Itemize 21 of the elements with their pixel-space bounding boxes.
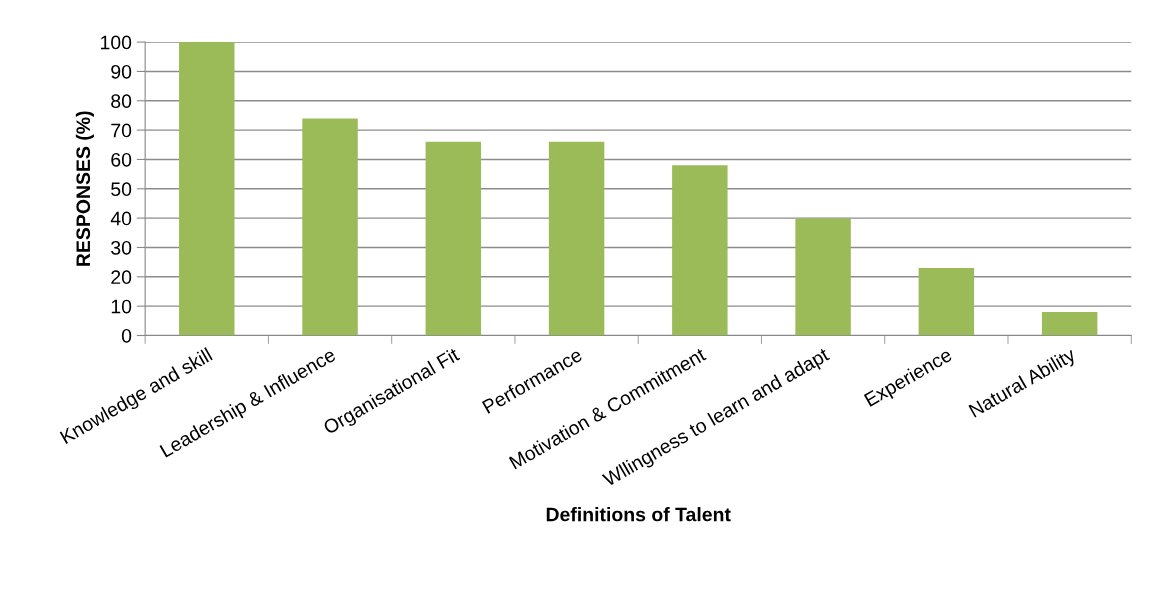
y-tick-label: 90 — [111, 64, 132, 79]
y-tick-label: 60 — [111, 152, 132, 167]
bar — [672, 165, 728, 336]
bar — [548, 141, 605, 336]
y-tick-label: 80 — [111, 94, 132, 109]
y-tick-label: 0 — [121, 328, 132, 343]
bar — [302, 118, 358, 336]
y-tick-label: 40 — [110, 211, 132, 226]
y-tick-label: 100 — [101, 35, 132, 50]
bar — [179, 42, 235, 336]
bar — [795, 218, 851, 336]
y-tick-label: 10 — [111, 299, 132, 314]
bar — [1041, 312, 1098, 336]
bar — [425, 141, 482, 336]
y-tick-label: 20 — [111, 270, 132, 285]
x-axis-title: Definitions of Talent — [546, 507, 731, 522]
y-axis-title: RESPONSES (%) — [75, 111, 94, 266]
bar — [918, 268, 975, 336]
y-tick-label: 30 — [111, 240, 132, 255]
y-tick-label: 70 — [111, 123, 132, 138]
y-tick-label: 50 — [111, 182, 132, 197]
